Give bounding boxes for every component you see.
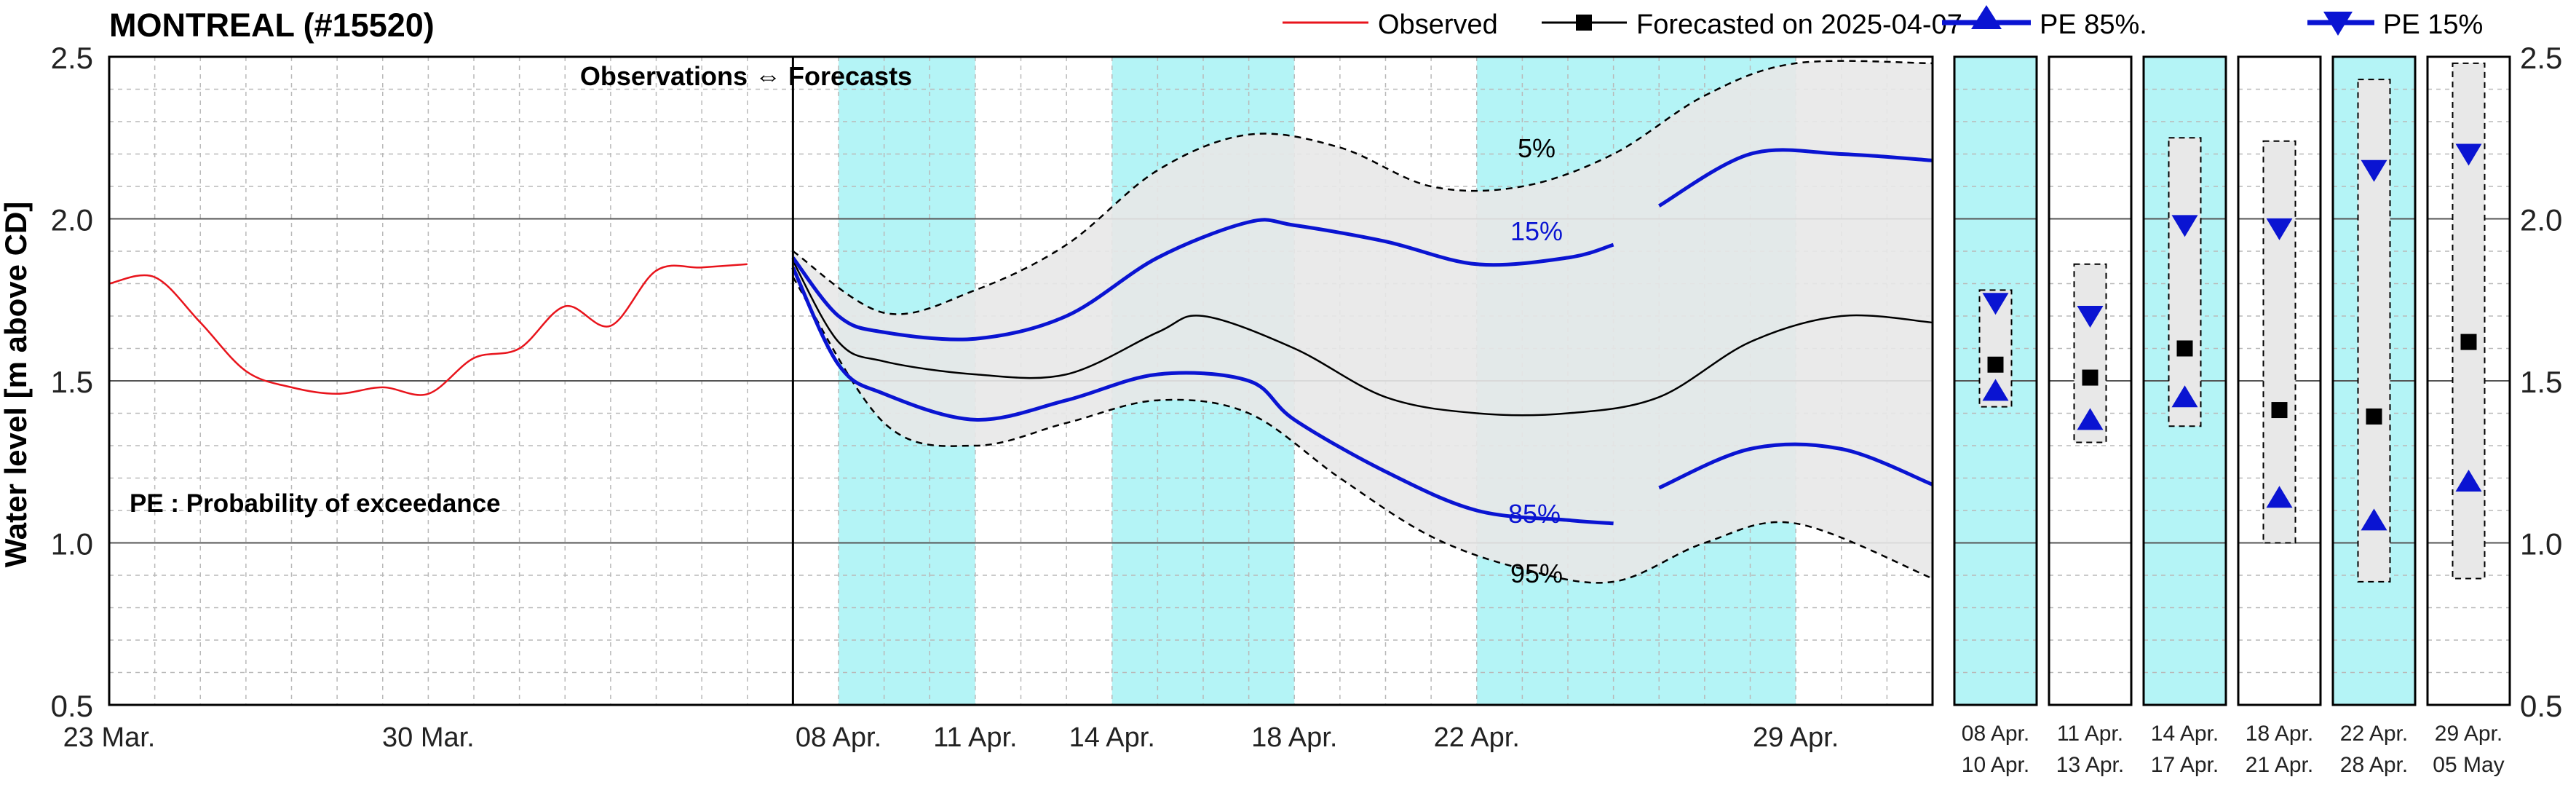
band-label-95: 95% [1510, 559, 1563, 588]
pe-note: PE : Probability of exceedance [130, 489, 501, 518]
week-range-box [2357, 79, 2391, 583]
week-pe85-marker [2455, 469, 2482, 492]
week-label-end: 28 Apr. [2340, 753, 2408, 777]
week-label-end: 17 Apr. [2151, 753, 2219, 777]
week-panel-frame [1953, 55, 2038, 706]
week-pe15-marker [2077, 306, 2104, 328]
chart-title: MONTREAL (#15520) [109, 7, 435, 44]
week-forecast-marker [2366, 408, 2382, 425]
y-tick-label: 0.5 [51, 689, 93, 723]
x-tick-label: 11 Apr. [933, 722, 1018, 753]
legend: Observed Forecasted on 2025-04-07 PE 85%… [1283, 5, 2483, 40]
week-pe15-marker [2361, 159, 2387, 182]
pe15-series [791, 218, 1614, 342]
observations-forecasts-label: Observations ⇔ Forecasts [580, 61, 912, 91]
week-pe15-marker [2171, 215, 2198, 237]
week-panel: 18 Apr. 21 Apr. [2237, 55, 2322, 777]
legend-forecast-marker [1576, 15, 1592, 31]
week-forecast-marker [2271, 402, 2288, 419]
forecast-series [792, 260, 1933, 417]
week-label-start: 11 Apr. [2057, 722, 2123, 746]
band-label-5: 5% [1518, 133, 1555, 163]
week-label-end: 21 Apr. [2246, 753, 2313, 777]
legend-pe15-label: PE 15% [2383, 9, 2483, 40]
band-line-5 [792, 60, 1933, 315]
y-tick-label: 1.0 [51, 527, 93, 561]
week-range-box [2262, 140, 2296, 544]
week-label-start: 18 Apr. [2246, 722, 2313, 746]
week-forecast-marker [2460, 334, 2477, 350]
legend-forecast-label: Forecasted on 2025-04-07 [1636, 9, 1962, 40]
week-label-start: 29 Apr. [2435, 722, 2502, 746]
week-pe85-marker [2077, 408, 2104, 430]
y-axis-label: Water level [m above CD] [0, 202, 33, 568]
right-y-tick-label: 0.5 [2520, 689, 2562, 723]
y-tick-label: 2.5 [51, 41, 93, 75]
week-pe85-marker [2171, 385, 2198, 408]
week-panel-frame [2142, 55, 2227, 706]
week-forecast-marker [2082, 369, 2099, 386]
week-panel: 08 Apr. 10 Apr. [1953, 55, 2038, 777]
x-tick-label: 14 Apr. [1069, 722, 1155, 753]
y-tick-label: 1.5 [51, 365, 93, 399]
x-tick-label: 29 Apr. [1753, 722, 1839, 753]
week-forecast-marker [2176, 340, 2193, 357]
week-panel: 29 Apr. 05 May [2426, 55, 2511, 777]
band-label-85: 85% [1508, 499, 1561, 529]
week-label-end: 05 May [2433, 753, 2504, 777]
week-label-start: 22 Apr. [2340, 722, 2408, 746]
week-label-end: 13 Apr. [2056, 753, 2124, 777]
week-pe85-marker [2266, 486, 2293, 508]
right-y-tick-label: 2.0 [2520, 203, 2562, 237]
week-panel: 14 Apr. 17 Apr. [2142, 55, 2227, 777]
x-tick-label: 18 Apr. [1251, 722, 1337, 753]
pe85-series [791, 267, 1614, 526]
chart-texts: MONTREAL (#15520) Water level [m above C… [0, 7, 1563, 588]
right-y-tick-label: 2.5 [2520, 41, 2562, 75]
right-y-tick-label: 1.5 [2520, 365, 2562, 399]
week-label-start: 08 Apr. [1962, 722, 2029, 746]
week-panel: 22 Apr. 28 Apr. [2331, 55, 2417, 777]
week-panel-frame [2048, 55, 2133, 706]
week-panel-frame [2426, 55, 2511, 706]
week-forecast-marker [1987, 356, 2004, 373]
week-panel: 11 Apr. 13 Apr. [2048, 55, 2133, 777]
x-tick-label: 23 Mar. [63, 722, 156, 753]
week-pe85-marker [1982, 379, 2009, 401]
week-pe15-marker [2455, 143, 2482, 166]
week-label-end: 10 Apr. [1962, 753, 2029, 777]
legend-pe85-label: PE 85%. [2040, 9, 2147, 40]
legend-observed-label: Observed [1378, 9, 1498, 40]
weekly-summary-panels: 08 Apr. 10 Apr. 11 Apr. 13 Apr. 14 Apr. 17 Ap… [1953, 41, 2562, 777]
band-label-15: 15% [1510, 216, 1563, 246]
legend-pe15-marker [2323, 12, 2353, 36]
uncertainty-band [793, 60, 1933, 583]
pe85-series [1658, 442, 1933, 490]
x-tick-label: 30 Mar. [382, 722, 475, 753]
week-label-start: 14 Apr. [2151, 722, 2219, 746]
x-tick-label: 22 Apr. [1434, 722, 1520, 753]
week-panel-frame [2237, 55, 2322, 706]
week-range-box [2168, 137, 2202, 427]
week-pe85-marker [2361, 508, 2387, 531]
main-plot-frame [108, 55, 1934, 706]
right-y-tick-label: 1.0 [2520, 527, 2562, 561]
week-pe15-marker [2266, 218, 2293, 240]
x-tick-label: 08 Apr. [796, 722, 881, 753]
week-panel-frame [2331, 55, 2417, 706]
main-plot: 0.5 1.0 1.5 2.0 2.5 23 Mar. 30 Mar. 08 Apr. 11 A… [51, 41, 1934, 753]
legend-pe85-marker [1971, 5, 2002, 29]
band-line-95 [792, 276, 1933, 584]
y-tick-label: 2.0 [51, 203, 93, 237]
pe15-series [1658, 148, 1933, 208]
week-range-box [2452, 62, 2486, 580]
observed-series [108, 263, 748, 396]
week-pe15-marker [1982, 293, 2009, 315]
